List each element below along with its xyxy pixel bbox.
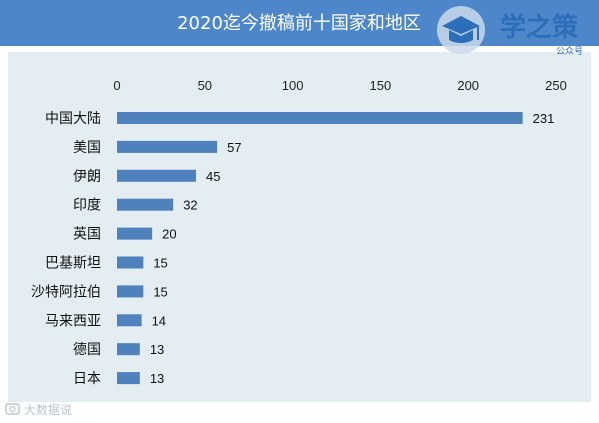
chart-title-bar [0, 0, 599, 46]
watermark: 大数据说 [5, 402, 72, 417]
category-label: 日本 [73, 371, 101, 387]
x-tick-label: 50 [198, 78, 212, 93]
data-label: 231 [533, 111, 555, 126]
data-label: 57 [227, 140, 241, 155]
data-label: 45 [206, 169, 220, 184]
bar [117, 169, 197, 182]
brand-logo: 学之策 公众号 [437, 6, 583, 57]
plot-area [8, 52, 591, 402]
watermark-text: 大数据说 [24, 402, 72, 417]
chart-title: 2020迄今撤稿前十国家和地区 [177, 13, 421, 34]
bar-series: 中国大陆 231 美国 57 伊朗 45 印度 32 英国 20 巴基斯坦 15 沙特阿拉伯 15 马来西亚… [31, 111, 554, 387]
x-axis: 0 50 100 150 200 250 [113, 78, 566, 93]
brand-name: 学之策 [500, 12, 578, 43]
category-label: 巴基斯坦 [45, 255, 101, 272]
x-tick-label: 0 [113, 78, 120, 93]
data-label: 13 [150, 342, 164, 357]
bar [117, 112, 523, 124]
x-tick-label: 150 [370, 78, 392, 93]
x-tick-label: 100 [282, 78, 304, 93]
bar [117, 285, 144, 298]
category-label: 中国大陆 [45, 111, 101, 127]
category-label: 沙特阿拉伯 [31, 284, 101, 300]
graduation-cap-icon [437, 6, 485, 54]
bar [117, 314, 142, 327]
category-label: 伊朗 [73, 169, 101, 185]
bar [117, 198, 174, 211]
bar [117, 372, 140, 385]
category-label: 英国 [73, 226, 101, 243]
camera-icon [5, 403, 20, 415]
data-label: 32 [183, 198, 197, 213]
category-label: 印度 [73, 198, 101, 214]
bar [117, 256, 144, 269]
x-tick-label: 250 [545, 78, 567, 93]
category-label: 美国 [73, 140, 101, 156]
brand-subtitle: 公众号 [556, 46, 583, 57]
bar [117, 227, 153, 240]
data-label: 13 [150, 371, 164, 386]
category-label: 德国 [73, 342, 101, 358]
data-label: 15 [153, 284, 167, 299]
bar [117, 140, 218, 153]
data-label: 14 [152, 313, 166, 328]
x-tick-label: 200 [457, 78, 479, 93]
data-label: 20 [162, 227, 176, 242]
data-label: 15 [153, 256, 167, 271]
bar [117, 343, 140, 356]
category-label: 马来西亚 [45, 313, 101, 329]
